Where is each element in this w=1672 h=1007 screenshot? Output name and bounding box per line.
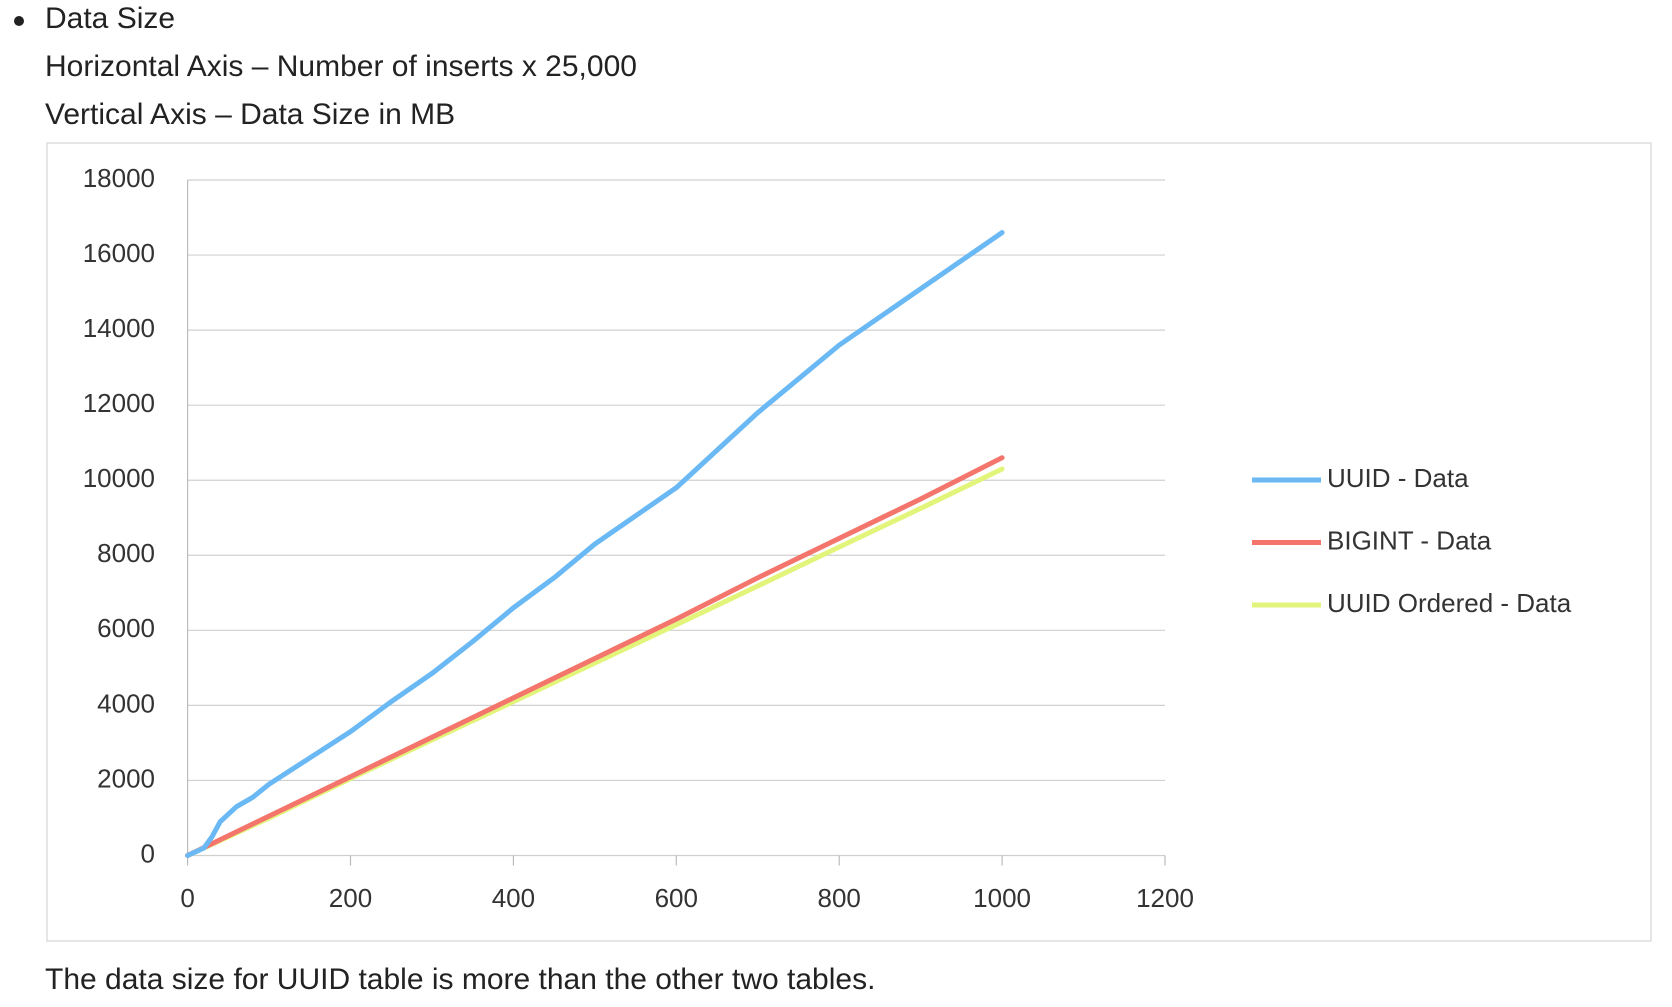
x-tick-label: 1200 — [1136, 883, 1194, 913]
x-tick-label: 200 — [329, 883, 372, 913]
bullet-text: Data Size — [45, 2, 176, 35]
x-tick-label: 1000 — [973, 883, 1031, 913]
legend-label: UUID Ordered - Data — [1327, 588, 1572, 618]
y-tick-label: 10000 — [83, 463, 155, 493]
y-tick-label: 12000 — [83, 388, 155, 418]
caption: The data size for UUID table is more tha… — [45, 963, 876, 996]
axis-note: Horizontal Axis – Number of inserts x 25… — [45, 50, 637, 83]
y-tick-label: 14000 — [83, 313, 155, 343]
legend-label: BIGINT - Data — [1327, 525, 1492, 555]
axis-note: Vertical Axis – Data Size in MB — [45, 98, 456, 131]
y-tick-label: 8000 — [97, 538, 155, 568]
bullet-dot — [14, 16, 24, 26]
y-tick-label: 2000 — [97, 763, 155, 793]
y-tick-label: 6000 — [97, 613, 155, 643]
y-tick-label: 18000 — [83, 163, 155, 193]
y-tick-label: 0 — [141, 838, 155, 868]
x-tick-label: 600 — [655, 883, 698, 913]
legend-label: UUID - Data — [1327, 463, 1469, 493]
x-tick-label: 0 — [180, 883, 194, 913]
data-line — [185, 230, 1005, 858]
y-tick-label: 16000 — [83, 238, 155, 268]
x-tick-label: 400 — [492, 883, 535, 913]
y-tick-label: 4000 — [97, 688, 155, 718]
x-tick-label: 800 — [818, 883, 861, 913]
chart: 0200040006000800010000120001400016000180… — [46, 142, 1652, 942]
data-line — [185, 455, 1005, 858]
